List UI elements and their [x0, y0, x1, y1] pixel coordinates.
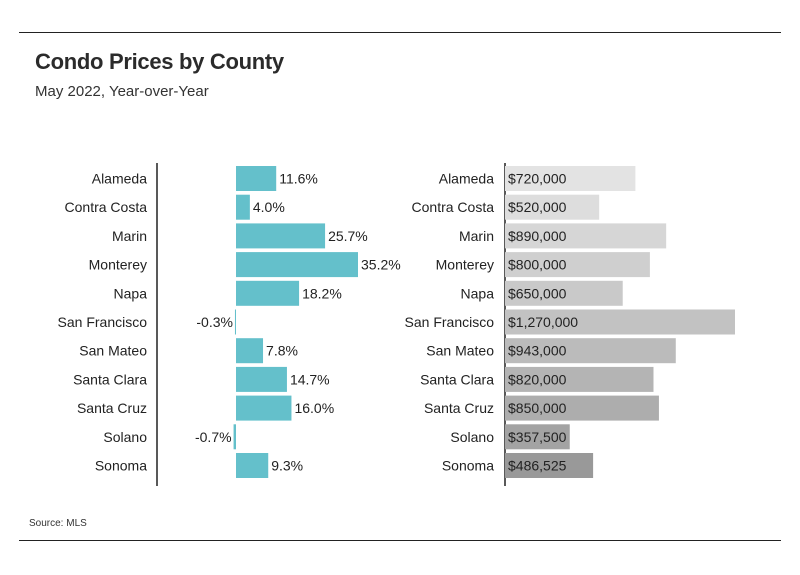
price-category-label: Santa Cruz: [424, 400, 494, 416]
yoy-category-label: Santa Clara: [73, 371, 147, 387]
yoy-category-label: Monterey: [89, 257, 147, 273]
yoy-value-label: 9.3%: [271, 458, 303, 474]
price-category-label: Sonoma: [442, 458, 494, 474]
price-value-label: $943,000: [508, 343, 567, 359]
price-bar: [505, 280, 623, 306]
yoy-bar: [236, 194, 250, 220]
price-category-label: Alameda: [439, 171, 494, 187]
yoy-bar: [233, 424, 236, 450]
chart-subtitle: May 2022, Year-over-Year: [35, 83, 209, 100]
chart-title: Condo Prices by County: [35, 49, 284, 74]
price-bar: [505, 252, 650, 278]
yoy-value-label: 25.7%: [328, 228, 368, 244]
yoy-category-label: Sonoma: [95, 458, 147, 474]
source-note: Source: MLS: [29, 518, 87, 529]
price-value-label: $720,000: [508, 171, 567, 187]
yoy-category-label: Santa Cruz: [77, 400, 147, 416]
yoy-value-label: 18.2%: [302, 285, 342, 301]
price-bar: [505, 309, 735, 335]
price-value-label: $486,525: [508, 458, 567, 474]
yoy-value-label: 14.7%: [290, 371, 330, 387]
yoy-bar: [236, 395, 292, 421]
price-bar: [505, 338, 676, 364]
price-category-label: San Francisco: [405, 314, 495, 330]
yoy-bar: [236, 453, 269, 478]
price-category-label: Contra Costa: [412, 199, 495, 215]
yoy-bar: [236, 366, 287, 392]
yoy-category-label: Contra Costa: [65, 199, 148, 215]
yoy-category-label: Solano: [103, 429, 147, 445]
price-value-label: $890,000: [508, 228, 567, 244]
yoy-value-label: 4.0%: [253, 199, 285, 215]
top-rule: [19, 32, 781, 33]
price-bar: [505, 194, 600, 220]
yoy-category-label: Napa: [114, 285, 148, 301]
price-bar: [505, 223, 667, 249]
price-value-label: $820,000: [508, 371, 567, 387]
price-category-label: Marin: [459, 228, 494, 244]
price-bar: [505, 166, 636, 191]
price-category-label: Solano: [450, 429, 494, 445]
yoy-value-label: 16.0%: [294, 400, 334, 416]
yoy-category-label: San Francisco: [58, 314, 148, 330]
yoy-value-label: -0.7%: [195, 429, 232, 445]
price-value-label: $1,270,000: [508, 314, 578, 330]
price-bar: [505, 366, 654, 392]
yoy-value-label: 35.2%: [361, 257, 401, 273]
price-value-label: $357,500: [508, 429, 567, 445]
price-category-label: San Mateo: [426, 343, 494, 359]
yoy-value-label: -0.3%: [196, 314, 233, 330]
price-value-label: $800,000: [508, 257, 567, 273]
bottom-rule: [19, 540, 781, 541]
price-value-label: $520,000: [508, 199, 567, 215]
yoy-category-label: Marin: [112, 228, 147, 244]
price-category-label: Santa Clara: [420, 371, 494, 387]
price-bar: [505, 424, 570, 450]
yoy-category-label: Alameda: [92, 171, 147, 187]
yoy-bar: [234, 309, 236, 335]
yoy-value-label: 11.6%: [279, 171, 318, 187]
yoy-bar: [236, 223, 326, 249]
yoy-value-label: 7.8%: [266, 343, 298, 359]
price-value-label: $650,000: [508, 285, 567, 301]
yoy-bar: [236, 338, 264, 364]
price-bar: [505, 395, 659, 421]
price-category-label: Monterey: [436, 257, 494, 273]
price-category-label: Napa: [461, 285, 495, 301]
price-value-label: $850,000: [508, 400, 567, 416]
yoy-category-label: San Mateo: [79, 343, 147, 359]
yoy-bar: [236, 252, 358, 278]
yoy-bar: [236, 280, 300, 306]
yoy-bar: [236, 166, 277, 191]
price-bar: [505, 453, 594, 478]
